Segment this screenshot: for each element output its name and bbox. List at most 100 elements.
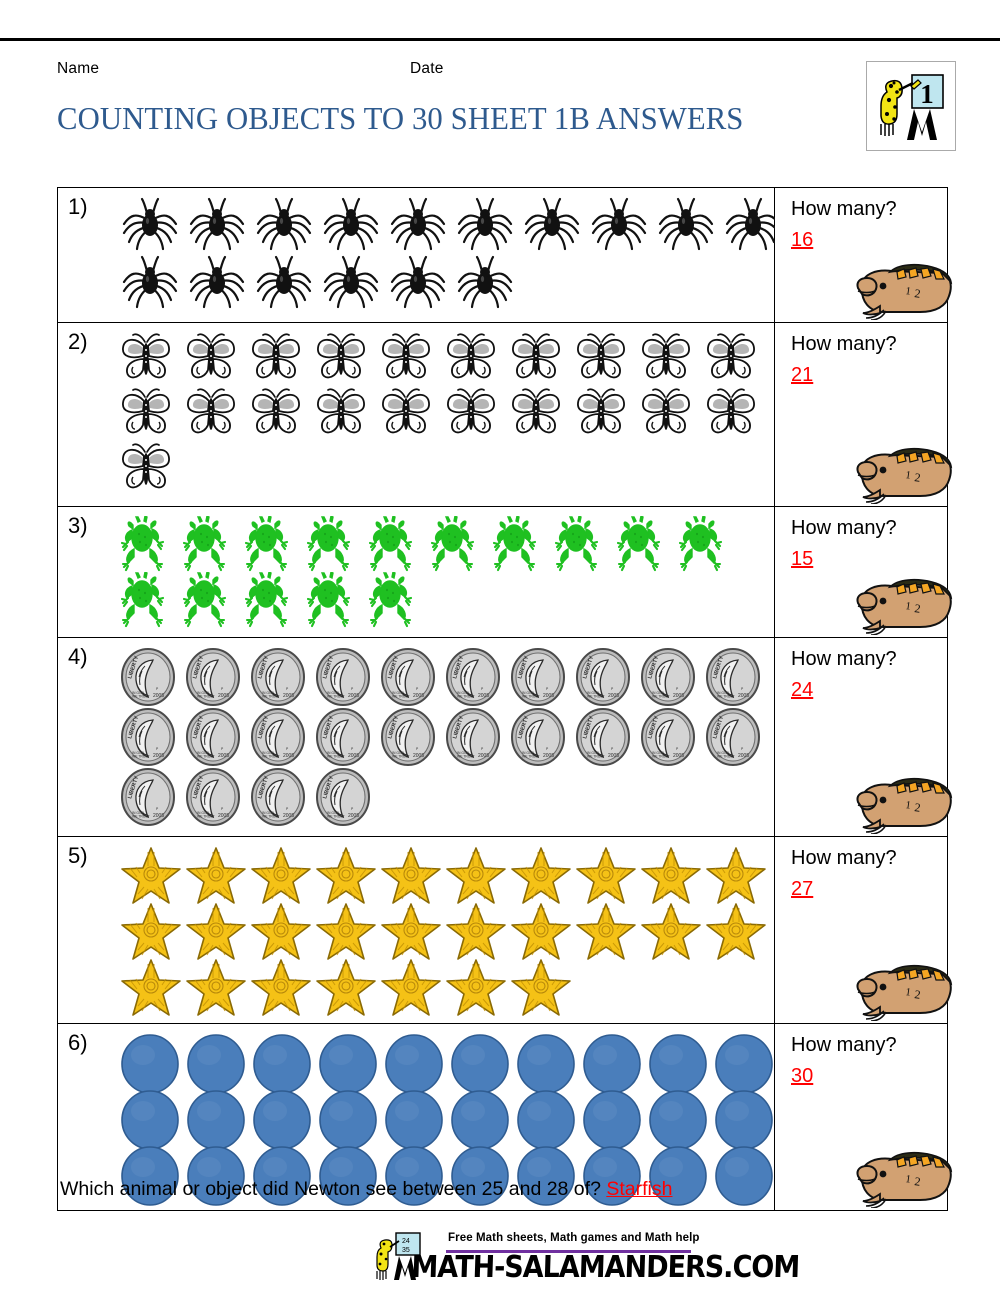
butterfly-icon (315, 332, 367, 386)
circle-counter-icon (252, 1033, 312, 1095)
frog-icon (368, 516, 413, 572)
site-footer: 24 35 Free Math sheets, Math games and M… (372, 1228, 800, 1292)
spider-icon (723, 197, 783, 253)
bonus-question-answer: Starfish (606, 1178, 673, 1200)
salamander-writing-number-1-logo: 1 (866, 61, 956, 151)
starfish-icon (641, 903, 701, 960)
coin-dime-icon: LIBERTY IN GOD WE TRUST 2005 P (705, 707, 761, 767)
coin-dime-icon: LIBERTY IN GOD WE TRUST 2005 P (640, 647, 696, 707)
svg-text:2005: 2005 (543, 753, 554, 759)
svg-text:2005: 2005 (673, 693, 684, 699)
coin-dime-icon: LIBERTY IN GOD WE TRUST 2005 P (575, 647, 631, 707)
coin-dime-icon: LIBERTY IN GOD WE TRUST 2005 P (121, 648, 175, 706)
salamander-mascot-icon: 1 2 (850, 442, 955, 504)
svg-text:P: P (221, 687, 224, 691)
starfish-icon (120, 846, 182, 906)
svg-text:35: 35 (402, 1247, 410, 1254)
starfish-icon (186, 959, 246, 1016)
circle-counter-icon (385, 1146, 443, 1206)
svg-text:WE TRUST: WE TRUST (652, 695, 670, 699)
svg-text:WE TRUST: WE TRUST (262, 755, 280, 759)
starfish-icon (120, 958, 182, 1018)
butterfly-icon (122, 388, 170, 434)
butterfly-icon (250, 332, 302, 386)
circle-counter-icon (649, 1034, 707, 1094)
object-grid (58, 1024, 774, 1210)
starfish-icon (576, 903, 636, 960)
answer-cell: How many? 30 1 2 (774, 1023, 953, 1211)
butterfly-icon (575, 387, 627, 441)
svg-text:WE TRUST: WE TRUST (132, 815, 150, 819)
svg-text:2005: 2005 (153, 693, 164, 699)
objects-cell: 1) (57, 187, 781, 323)
bonus-question-text: Which animal or object did Newton see be… (60, 1178, 601, 1200)
spider-icon (189, 197, 245, 251)
butterfly-icon (317, 388, 365, 434)
answer-value: 21 (791, 364, 814, 386)
coin-dime-icon: LIBERTY IN GOD WE TRUST 2005 P (641, 708, 695, 766)
frog-icon (306, 572, 351, 628)
starfish-icon (511, 847, 571, 904)
coin-dime-icon: LIBERTY IN GOD WE TRUST 2005 P (121, 768, 175, 826)
svg-text:2005: 2005 (153, 813, 164, 819)
footer-tagline: Free Math sheets, Math games and Math he… (448, 1232, 700, 1244)
starfish-icon (186, 903, 246, 960)
objects-cell: 3) (57, 506, 775, 638)
answer-line: 21 (775, 356, 947, 387)
frog-icon (182, 572, 228, 628)
svg-text:IN GOD: IN GOD (197, 691, 210, 695)
starfish-icon (381, 847, 441, 904)
svg-text:WE TRUST: WE TRUST (587, 755, 605, 759)
circle-counter-icon (450, 1145, 510, 1207)
butterfly-icon (577, 388, 625, 434)
coin-dime-icon: LIBERTY IN GOD WE TRUST 2005 P (510, 707, 566, 767)
svg-text:IN GOD: IN GOD (522, 691, 535, 695)
answer-line: 24 (775, 671, 947, 702)
frog-icon (368, 572, 414, 628)
circle-counter-icon (187, 1090, 245, 1150)
coin-dime-icon: LIBERTY IN GOD WE TRUST 2005 P (575, 707, 631, 767)
object-row: LIBERTY IN GOD WE TRUST 2005 P LIBERTY I… (120, 767, 770, 827)
circle-counter-icon (120, 1089, 180, 1151)
coin-dime-icon: LIBERTY IN GOD WE TRUST 2005 P (186, 648, 240, 706)
coin-dime-icon: LIBERTY IN GOD WE TRUST 2005 P (381, 648, 435, 706)
starfish-icon (315, 958, 377, 1018)
spider-icon (254, 197, 314, 253)
frog-icon (244, 516, 289, 572)
starfish-icon (315, 846, 377, 906)
spider-icon (388, 255, 448, 311)
answer-line: 27 (775, 870, 947, 901)
starfish-icon (250, 958, 312, 1018)
svg-text:WE TRUST: WE TRUST (132, 755, 150, 759)
coin-dime-icon: LIBERTY IN GOD WE TRUST 2005 P (315, 647, 371, 707)
butterfly-icon (122, 443, 170, 489)
butterfly-icon (510, 332, 562, 386)
circle-counter-icon (384, 1089, 444, 1151)
svg-text:P: P (741, 687, 744, 691)
svg-text:IN GOD: IN GOD (327, 691, 340, 695)
coin-dime-icon: LIBERTY IN GOD WE TRUST 2005 P (120, 647, 176, 707)
svg-text:WE TRUST: WE TRUST (652, 755, 670, 759)
butterfly-icon (642, 333, 690, 379)
svg-text:2: 2 (914, 601, 922, 616)
svg-text:P: P (416, 687, 419, 691)
object-row: LIBERTY IN GOD WE TRUST 2005 P LIBERTY I… (120, 647, 770, 707)
svg-text:1: 1 (905, 469, 912, 482)
spider-icon (120, 197, 180, 253)
answer-cell: How many? 27 1 2 (774, 836, 953, 1024)
starfish-icon (381, 959, 441, 1016)
starfish-icon (316, 847, 376, 904)
frog-icon (678, 516, 723, 572)
butterfly-icon (707, 333, 755, 379)
circle-counter-icon (318, 1033, 378, 1095)
circle-counter-icon (253, 1146, 311, 1206)
svg-text:WE TRUST: WE TRUST (262, 695, 280, 699)
circle-counter-icon (319, 1146, 377, 1206)
coin-dime-icon: LIBERTY IN GOD WE TRUST 2005 P (706, 648, 760, 706)
starfish-icon (315, 902, 377, 962)
coin-dime-icon: LIBERTY IN GOD WE TRUST 2005 P (250, 647, 306, 707)
butterfly-icon (185, 387, 237, 441)
svg-text:P: P (481, 687, 484, 691)
svg-text:P: P (481, 747, 484, 751)
answer-line: 15 (775, 540, 947, 571)
